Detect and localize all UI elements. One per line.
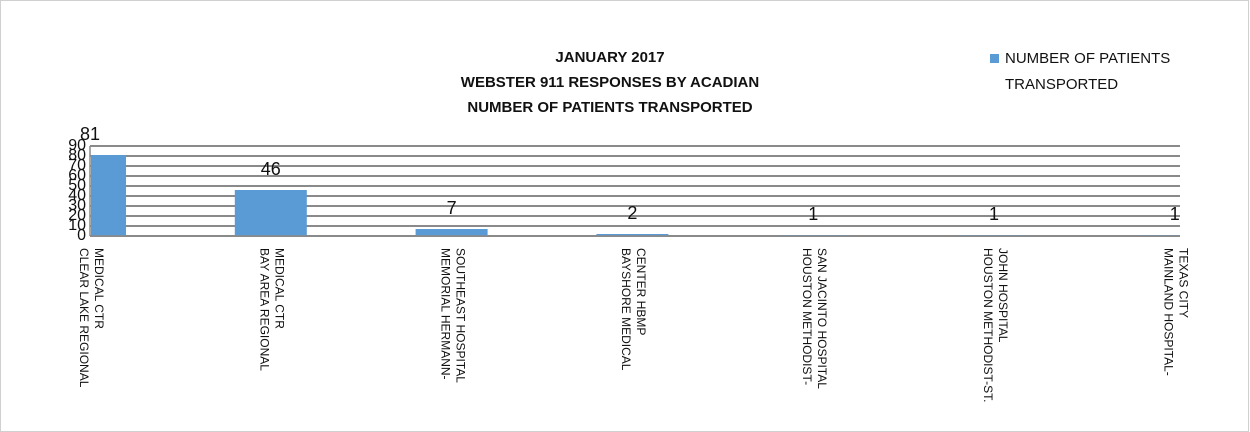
data-label: 1	[989, 204, 999, 224]
x-tick-label: SAN JACINTO HOSPITAL	[815, 248, 829, 389]
y-tick-label: 40	[68, 187, 86, 204]
x-tick-label: CLEAR LAKE REGIONAL	[77, 248, 91, 388]
x-tick-label: BAYSHORE MEDICAL	[619, 248, 633, 371]
legend-swatch	[990, 54, 999, 63]
x-tick-label: MEDICAL CTR	[273, 248, 287, 329]
data-label: 1	[808, 204, 818, 224]
x-tick-label: HOUSTON METHODIST-ST.	[981, 248, 995, 402]
bar	[234, 190, 307, 236]
bar	[596, 234, 669, 236]
x-tick-label: BAY AREA REGIONAL	[258, 248, 272, 371]
chart-title: WEBSTER 911 RESPONSES BY ACADIAN	[461, 74, 759, 91]
bar	[91, 155, 126, 236]
data-label: 7	[447, 198, 457, 218]
x-tick-label: MAINLAND HOSPITAL-	[1162, 248, 1176, 376]
x-tick-label: SOUTHEAST HOSPITAL	[453, 248, 467, 383]
x-tick-label: MEMORIAL HERMANN-	[438, 248, 452, 380]
x-tick-label: CENTER HBMP	[634, 248, 648, 335]
y-tick-label: 80	[68, 147, 86, 164]
data-label: 2	[627, 203, 637, 223]
data-label: 81	[80, 124, 100, 144]
x-tick-label: TEXAS CITY	[1177, 248, 1191, 318]
data-label: 46	[261, 159, 281, 179]
y-tick-label: 50	[68, 177, 86, 194]
legend-label: NUMBER OF PATIENTS	[1005, 50, 1170, 67]
y-tick-label: 70	[68, 157, 86, 174]
y-tick-label: 10	[68, 217, 86, 234]
x-tick-label: JOHN HOSPITAL	[996, 248, 1010, 343]
chart-title: NUMBER OF PATIENTS TRANSPORTED	[467, 99, 752, 116]
y-tick-label: 90	[68, 137, 86, 154]
y-tick-label: 0	[77, 227, 86, 244]
y-tick-label: 30	[68, 197, 86, 214]
data-label: 1	[1170, 204, 1180, 224]
chart-title: JANUARY 2017	[555, 49, 664, 66]
y-tick-label: 20	[68, 207, 86, 224]
x-tick-label: HOUSTON METHODIST-	[800, 248, 814, 385]
legend-label: TRANSPORTED	[1005, 76, 1118, 93]
bar	[415, 229, 488, 236]
y-tick-label: 60	[68, 167, 86, 184]
x-tick-label: MEDICAL CTR	[92, 248, 106, 329]
